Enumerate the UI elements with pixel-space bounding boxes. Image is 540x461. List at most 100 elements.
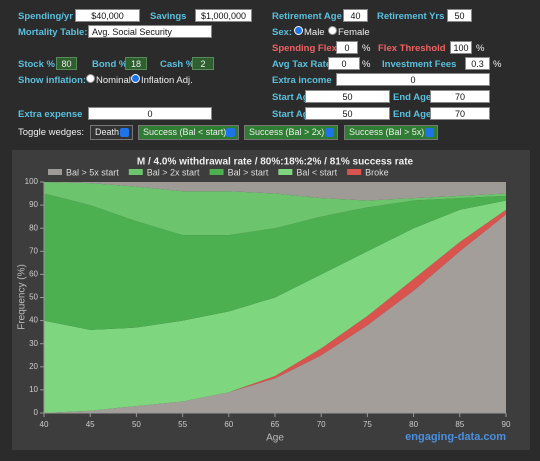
chart-title: M / 4.0% withdrawal rate / 80%:18%:2% / …	[137, 157, 414, 168]
field-label: Savings	[150, 11, 187, 22]
x-tick-label: 75	[363, 420, 372, 429]
x-tick-label: 80	[409, 420, 418, 429]
field-input[interactable]: Avg. Social Security	[88, 25, 212, 38]
field-label: End Age	[393, 109, 432, 120]
wedge-toggle[interactable]: Success (Bal < start)	[138, 125, 239, 140]
y-tick-label: 30	[29, 339, 38, 348]
radio-button[interactable]	[86, 74, 95, 83]
y-tick-label: 70	[29, 246, 38, 255]
x-tick-label: 65	[271, 420, 280, 429]
x-tick-label: 70	[317, 420, 326, 429]
checkbox[interactable]	[325, 128, 334, 137]
x-tick-label: 50	[132, 420, 141, 429]
field-label: Show inflation:	[18, 75, 87, 86]
field-label: Spending/yr	[18, 11, 73, 22]
field-label: %	[493, 59, 502, 70]
y-tick-label: 20	[29, 362, 38, 371]
checkbox[interactable]	[425, 128, 434, 137]
y-tick-label: 0	[34, 408, 39, 417]
legend-swatch	[128, 169, 143, 175]
legend-swatch	[278, 169, 293, 175]
area	[44, 182, 506, 201]
field-label: Mortality Table:	[18, 27, 88, 38]
radio-button[interactable]	[294, 26, 303, 35]
field-input[interactable]: 0.3	[465, 57, 490, 70]
radio-label: Nominal	[96, 75, 131, 86]
y-tick-label: 80	[29, 223, 38, 232]
radio-button[interactable]	[328, 26, 337, 35]
y-tick-label: 50	[29, 293, 38, 302]
field-input[interactable]: 18	[125, 57, 147, 70]
x-tick-label: 90	[502, 420, 511, 429]
field-label: %	[362, 43, 371, 54]
field-label: %	[362, 59, 371, 70]
field-input[interactable]: 50	[305, 107, 390, 120]
field-label: Stock %	[18, 59, 55, 70]
field-label: Sex:	[272, 27, 293, 38]
radio-label: Inflation Adj.	[141, 75, 193, 86]
legend-label: Bal > start	[228, 167, 269, 177]
field-label: Start Age	[272, 92, 314, 103]
x-tick-label: 55	[178, 420, 187, 429]
legend-swatch	[48, 169, 62, 175]
field-input[interactable]: 40	[343, 9, 368, 22]
area	[44, 200, 506, 413]
area	[44, 182, 506, 236]
legend-label: Bal > 5x start	[66, 167, 119, 177]
field-label: Bond %	[92, 59, 128, 70]
field-input[interactable]: 0	[336, 73, 490, 86]
x-tick-label: 45	[86, 420, 95, 429]
legend-label: Broke	[365, 167, 389, 177]
field-label: Retirement Yrs	[377, 11, 445, 22]
y-axis-label: Frequency (%)	[17, 264, 28, 330]
field-input[interactable]: 80	[56, 57, 77, 70]
radio-button[interactable]	[131, 74, 140, 83]
field-input[interactable]: 50	[305, 90, 390, 103]
wedge-toggle[interactable]: Death	[90, 125, 133, 140]
field-label: Flex Threshold	[378, 43, 446, 54]
field-label: Start Age	[272, 109, 314, 120]
legend-label: Bal > 2x start	[147, 167, 200, 177]
legend-swatch	[347, 169, 362, 175]
field-input[interactable]: 0	[328, 57, 360, 70]
field-input[interactable]: 100	[450, 41, 472, 54]
field-input[interactable]: 2	[192, 57, 214, 70]
field-label: Investment Fees	[382, 59, 457, 70]
x-tick-label: 85	[455, 420, 464, 429]
field-input[interactable]: $1,000,000	[195, 9, 252, 22]
wedge-toggle[interactable]: Success (Bal > 2x)	[244, 125, 338, 140]
field-input[interactable]: 0	[336, 41, 358, 54]
field-label: Avg Tax Rate	[272, 59, 332, 70]
checkbox[interactable]	[120, 128, 129, 137]
field-label: Retirement Age	[272, 11, 342, 22]
radio-label: Male	[304, 27, 325, 38]
wedge-toggle[interactable]: Success (Bal > 5x)	[344, 125, 438, 140]
field-label: Extra expense	[18, 109, 83, 120]
field-input[interactable]: $40,000	[75, 9, 140, 22]
field-input[interactable]: 50	[447, 9, 472, 22]
field-input[interactable]: 70	[430, 107, 490, 120]
field-label: Spending Flex	[272, 43, 337, 54]
x-axis-label: Age	[266, 433, 284, 444]
field-input[interactable]: 0	[88, 107, 212, 120]
field-input[interactable]: 70	[430, 90, 490, 103]
watermark: engaging-data.com	[405, 431, 506, 443]
x-tick-label: 40	[40, 420, 49, 429]
area	[44, 214, 506, 413]
field-label: Toggle wedges:	[18, 127, 85, 138]
y-tick-label: 40	[29, 316, 38, 325]
checkbox[interactable]	[226, 128, 235, 137]
legend-swatch	[209, 169, 224, 175]
field-label: %	[476, 43, 485, 54]
radio-label: Female	[338, 27, 370, 38]
y-tick-label: 60	[29, 270, 38, 279]
field-label: End Age	[393, 92, 432, 103]
area	[44, 193, 506, 330]
field-label: Cash %	[160, 59, 195, 70]
legend-label: Bal < start	[296, 167, 337, 177]
y-tick-label: 90	[29, 200, 38, 209]
x-tick-label: 60	[224, 420, 233, 429]
y-tick-label: 10	[29, 385, 38, 394]
